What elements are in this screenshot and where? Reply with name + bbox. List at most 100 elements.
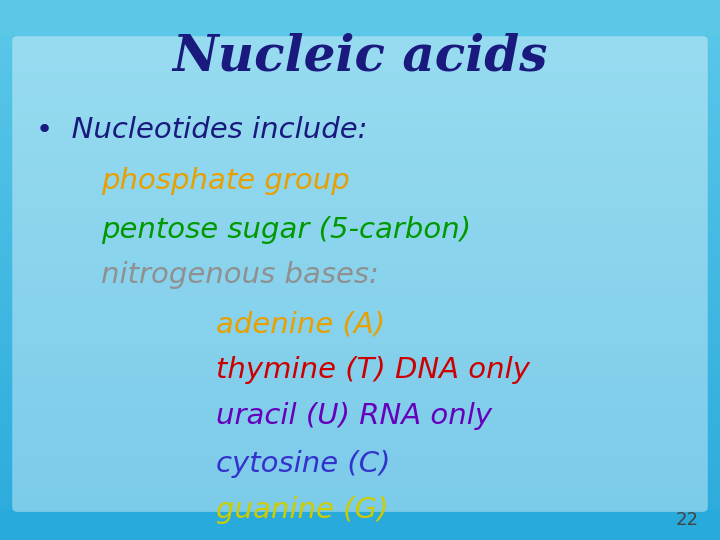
Bar: [0, 78, 720, 81]
Bar: [0, 184, 720, 186]
Bar: [0, 97, 720, 100]
Bar: [0, 410, 720, 413]
Bar: [0, 116, 720, 119]
Bar: [0, 459, 720, 462]
Bar: [0, 332, 720, 335]
Bar: [0, 211, 720, 213]
Bar: [0, 46, 720, 49]
Bar: [0, 154, 720, 157]
Bar: [0, 16, 720, 19]
Bar: [0, 489, 720, 491]
Bar: [0, 505, 720, 508]
Bar: [0, 537, 720, 540]
Bar: [0, 173, 720, 176]
Bar: [0, 421, 720, 424]
Bar: [0, 40, 720, 43]
Bar: [0, 127, 720, 130]
Bar: [0, 486, 720, 489]
Bar: [0, 392, 720, 394]
Bar: [0, 167, 720, 170]
Bar: [0, 70, 720, 73]
Bar: [0, 324, 720, 327]
Text: 22: 22: [675, 511, 698, 529]
Bar: [0, 51, 720, 54]
Text: nitrogenous bases:: nitrogenous bases:: [101, 261, 379, 289]
Bar: [0, 138, 720, 140]
Bar: [0, 302, 720, 305]
Bar: [0, 356, 720, 359]
Bar: [0, 329, 720, 332]
FancyBboxPatch shape: [12, 36, 708, 512]
Bar: [0, 286, 720, 289]
Bar: [0, 119, 720, 122]
Bar: [0, 100, 720, 103]
Bar: [0, 111, 720, 113]
Bar: [0, 11, 720, 14]
Bar: [0, 516, 720, 518]
Bar: [0, 535, 720, 537]
Bar: [0, 478, 720, 481]
Bar: [0, 200, 720, 202]
Bar: [0, 265, 720, 267]
Bar: [0, 14, 720, 16]
Text: adenine (A): adenine (A): [216, 310, 385, 338]
Bar: [0, 19, 720, 22]
Bar: [0, 494, 720, 497]
Bar: [0, 386, 720, 389]
Bar: [0, 308, 720, 310]
Bar: [0, 338, 720, 340]
Bar: [0, 259, 720, 262]
Bar: [0, 373, 720, 375]
Text: guanine (G): guanine (G): [216, 496, 389, 524]
Bar: [0, 413, 720, 416]
Bar: [0, 524, 720, 526]
Bar: [0, 208, 720, 211]
Bar: [0, 340, 720, 343]
Bar: [0, 456, 720, 459]
Bar: [0, 54, 720, 57]
Bar: [0, 227, 720, 229]
Bar: [0, 254, 720, 256]
Bar: [0, 316, 720, 319]
Bar: [0, 27, 720, 30]
Bar: [0, 497, 720, 500]
Bar: [0, 143, 720, 146]
Bar: [0, 267, 720, 270]
Bar: [0, 86, 720, 89]
Bar: [0, 397, 720, 400]
Bar: [0, 176, 720, 178]
Bar: [0, 418, 720, 421]
Bar: [0, 62, 720, 65]
Bar: [0, 122, 720, 124]
Bar: [0, 408, 720, 410]
Bar: [0, 364, 720, 367]
Bar: [0, 443, 720, 445]
Bar: [0, 113, 720, 116]
Bar: [0, 92, 720, 94]
Bar: [0, 186, 720, 189]
Bar: [0, 238, 720, 240]
Bar: [0, 432, 720, 435]
Bar: [0, 178, 720, 181]
Bar: [0, 24, 720, 27]
Bar: [0, 105, 720, 108]
Bar: [0, 383, 720, 386]
Bar: [0, 273, 720, 275]
Bar: [0, 300, 720, 302]
Bar: [0, 8, 720, 11]
Bar: [0, 49, 720, 51]
Bar: [0, 146, 720, 148]
Bar: [0, 321, 720, 324]
Bar: [0, 481, 720, 483]
Bar: [0, 73, 720, 76]
Bar: [0, 346, 720, 348]
Bar: [0, 159, 720, 162]
Bar: [0, 32, 720, 35]
Bar: [0, 470, 720, 472]
Bar: [0, 513, 720, 516]
Bar: [0, 246, 720, 248]
Bar: [0, 281, 720, 284]
Bar: [0, 284, 720, 286]
Bar: [0, 370, 720, 373]
Bar: [0, 22, 720, 24]
